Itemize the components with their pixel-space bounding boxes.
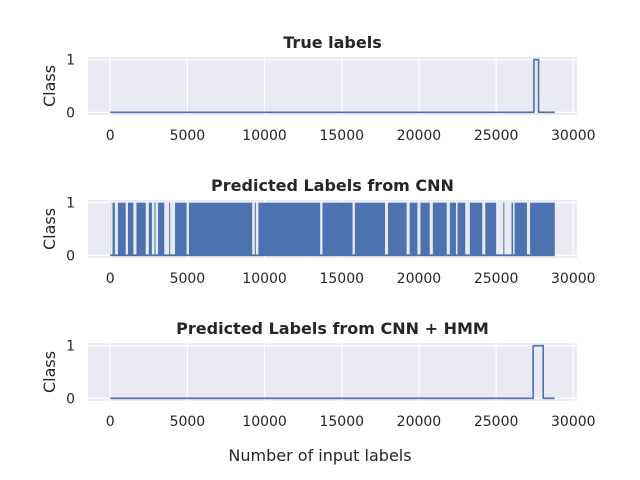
- y-tick-label: 1: [66, 196, 75, 212]
- x-tick-label: 15000: [319, 414, 364, 430]
- chart-title: Predicted Labels from CNN: [211, 176, 454, 195]
- x-tick-label: 10000: [242, 271, 287, 287]
- y-tick-label: 0: [66, 248, 75, 264]
- x-tick-label: 5000: [170, 271, 206, 287]
- y-axis-label: Class: [40, 208, 59, 250]
- zero-gap: [186, 201, 189, 255]
- zero-gap: [513, 201, 515, 255]
- y-axis-label: Class: [40, 351, 59, 393]
- x-tick-label: 0: [106, 271, 115, 287]
- plot-area: [88, 343, 577, 401]
- zero-gap: [446, 201, 450, 255]
- x-tick-label: 20000: [397, 271, 442, 287]
- zero-gap: [455, 201, 458, 255]
- x-tick-label: 15000: [319, 128, 364, 144]
- x-tick-label: 5000: [170, 128, 206, 144]
- x-tick-label: 30000: [551, 271, 596, 287]
- x-tick-label: 0: [106, 414, 115, 430]
- y-axis-label: Class: [40, 65, 59, 107]
- y-tick-label: 0: [66, 391, 75, 407]
- x-axis-label: Number of input labels: [228, 446, 411, 465]
- y-tick-label: 1: [66, 53, 75, 69]
- zero-gap: [384, 201, 389, 255]
- zero-gap: [465, 201, 470, 255]
- x-tick-label: 15000: [319, 271, 364, 287]
- x-tick-label: 10000: [242, 414, 287, 430]
- zero-gap: [114, 201, 118, 255]
- series-line: [110, 58, 555, 114]
- chart-panel-1: 0 5000 10000 15000 20000 25000 30000 0 1 True lab…: [40, 33, 596, 144]
- zero-gap: [320, 201, 323, 255]
- chart-panel-3: 0 5000 10000 15000 20000 25000 30000 0 1 Predicte…: [40, 319, 596, 430]
- x-tick-label: 5000: [170, 414, 206, 430]
- zero-gap: [429, 201, 433, 255]
- x-tick-label: 0: [106, 128, 115, 144]
- zero-gap: [125, 201, 128, 255]
- chart-title: Predicted Labels from CNN + HMM: [176, 319, 489, 338]
- zero-gap: [417, 201, 421, 255]
- zero-gap: [145, 201, 149, 255]
- x-tick-label: 10000: [242, 128, 287, 144]
- chart-panel-2: 0 5000 10000 15000 20000 25000 30000 0 1 Predicte…: [40, 176, 596, 287]
- dense-switching-area: [110, 202, 555, 256]
- x-tick-label: 25000: [474, 271, 519, 287]
- zero-gap: [133, 201, 137, 255]
- x-tick-label: 20000: [397, 414, 442, 430]
- plot-area: [88, 57, 577, 115]
- zero-gap: [482, 201, 486, 255]
- y-tick-label: 1: [66, 339, 75, 355]
- zero-gap: [352, 201, 355, 255]
- zero-gap: [110, 201, 113, 255]
- x-tick-label: 25000: [474, 414, 519, 430]
- series-line: [110, 344, 555, 400]
- x-tick-label: 30000: [551, 414, 596, 430]
- zero-gap: [526, 201, 531, 255]
- chart-title: True labels: [283, 33, 381, 52]
- zero-gap: [406, 201, 410, 255]
- y-tick-label: 0: [66, 105, 75, 121]
- x-tick-label: 30000: [551, 128, 596, 144]
- x-tick-label: 20000: [397, 128, 442, 144]
- x-tick-label: 25000: [474, 128, 519, 144]
